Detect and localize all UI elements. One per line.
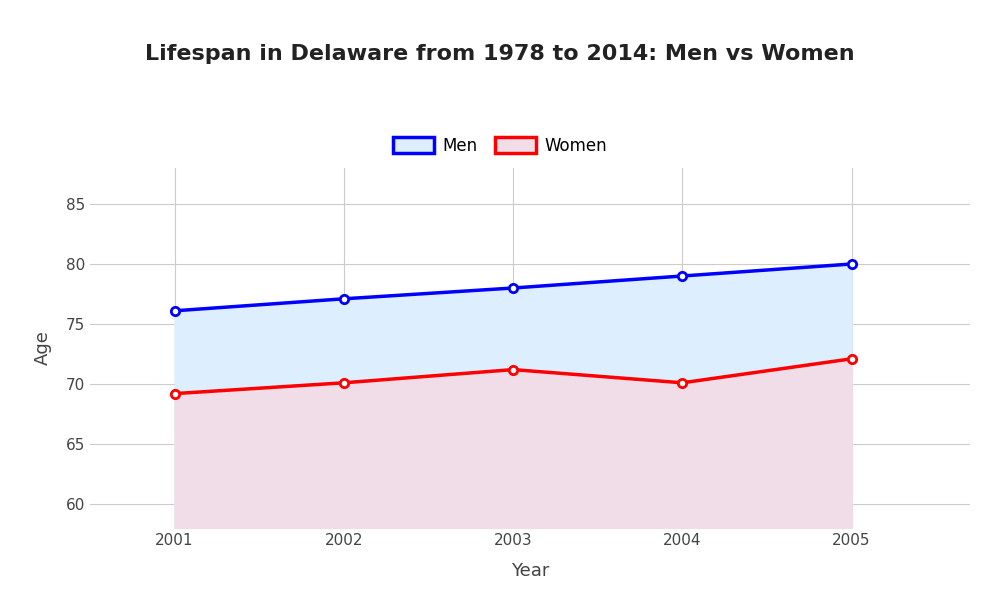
Text: Lifespan in Delaware from 1978 to 2014: Men vs Women: Lifespan in Delaware from 1978 to 2014: … bbox=[145, 44, 855, 64]
X-axis label: Year: Year bbox=[511, 562, 549, 580]
Y-axis label: Age: Age bbox=[34, 331, 52, 365]
Legend: Men, Women: Men, Women bbox=[384, 128, 616, 163]
